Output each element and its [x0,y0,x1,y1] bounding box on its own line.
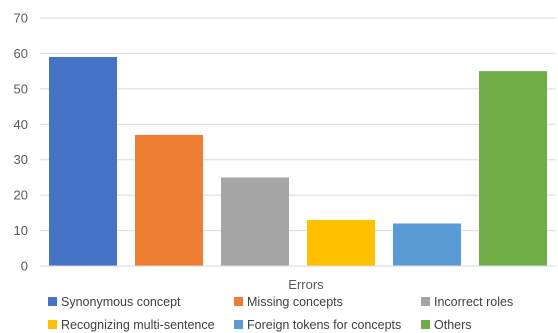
bar [479,71,547,267]
legend: Synonymous concept Missing concepts Incorr… [48,295,513,332]
legend-label: Recognizing multi-sentence [61,318,215,332]
y-tick-label: 70 [14,11,28,26]
legend-label: Incorrect roles [434,295,513,309]
bar [393,223,461,266]
y-tick-label: 20 [14,188,28,203]
legend-label: Foreign tokens for concepts [247,318,401,332]
y-tick-label: 0 [21,259,28,274]
y-tick-label: 60 [14,46,28,61]
legend-swatch [48,320,57,329]
y-tick-label: 10 [14,223,28,238]
bar [135,134,203,266]
y-tick-label: 40 [14,117,28,132]
x-axis-title: Errors [288,277,324,292]
legend-label: Others [434,318,472,332]
y-tick-label: 30 [14,152,28,167]
legend-swatch [48,297,57,306]
legend-label: Missing concepts [247,295,343,309]
y-tick-label: 50 [14,81,28,96]
legend-label: Synonymous concept [61,295,181,309]
legend-swatch [234,297,243,306]
bar [307,219,375,266]
bars [49,56,547,267]
legend-swatch [234,320,243,329]
bar [221,177,289,266]
legend-swatch [421,320,430,329]
legend-swatch [421,297,430,306]
y-axis-ticks: 0 10 20 30 40 50 60 70 [14,11,28,274]
gridlines [40,17,556,232]
bar [49,56,117,266]
